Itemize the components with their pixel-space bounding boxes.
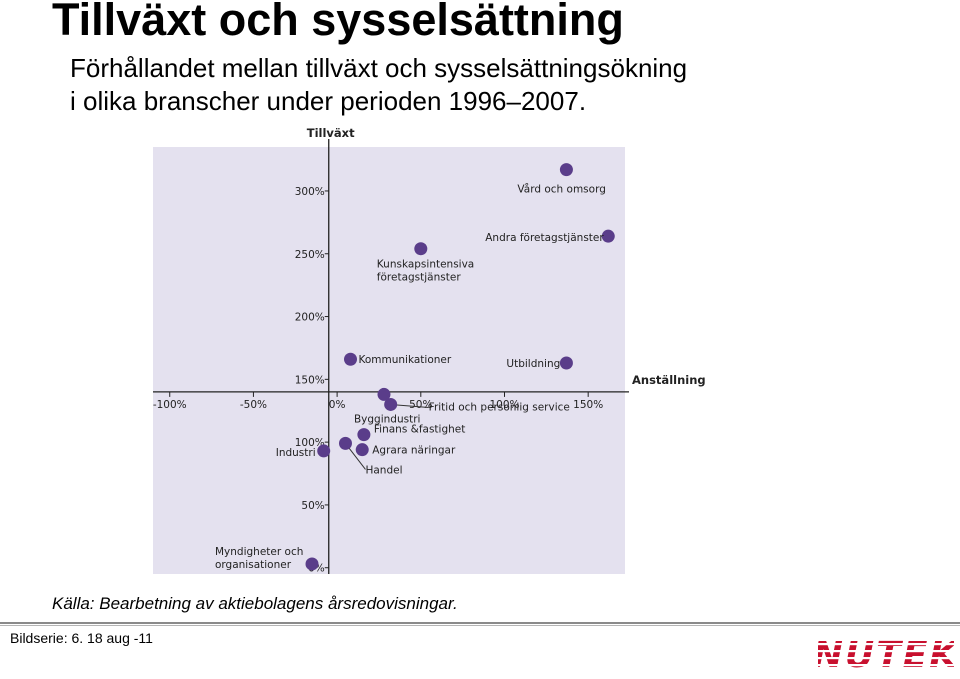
subtitle-line-2: i olika branscher under perioden 1996–20… [70,86,587,116]
y-tick-label: 200% [295,312,325,324]
logo-stripes [818,643,954,667]
data-point [601,229,615,243]
subtitle-line-1: Förhållandet mellan tillväxt och syssels… [70,53,688,83]
logo-wordmark: NUTEK [818,636,954,672]
data-point-label: Utbildning [506,358,560,370]
footer-divider [0,622,960,624]
data-point [357,428,371,442]
logo-stripe [818,664,954,667]
data-point [414,242,428,256]
nutek-logo: NUTEK [818,636,954,672]
x-tick-label: 100% [489,399,519,411]
data-point [305,557,319,571]
source-note: Källa: Bearbetning av aktiebolagens årsr… [52,594,458,613]
y-tick-label: 150% [295,374,325,386]
data-point [338,436,352,450]
data-point-label: Agrara näringar [372,445,456,457]
y-tick-label: 300% [295,186,325,198]
data-point-label: Handel [365,464,402,476]
data-point-label: Kommunikationer [359,354,452,366]
logo-stripe [818,657,954,660]
page-title: Tillväxt och sysselsättning [52,0,624,45]
data-point-label: Andra företagstjänster [485,232,604,244]
data-point-label: Fritid och personlig service [429,401,570,413]
data-point-label: Industri [276,447,316,459]
y-axis-label: Tillväxt [307,126,355,140]
x-tick-label: -100% [153,399,187,411]
footer-divider-thin [0,625,960,626]
footer-label: Bildserie: 6. 18 aug -11 [10,630,153,646]
page-subtitle: Förhållandet mellan tillväxt och syssels… [70,52,830,118]
data-point-label: Myndigheter och organisationer [215,546,303,571]
data-point-label: Kunskapsintensiva företagstjänster [377,259,474,284]
logo-stripe [818,643,954,646]
data-point [317,444,331,458]
data-point-label: Vård och omsorg [517,183,605,196]
y-tick-label: 50% [301,500,324,512]
data-point [384,397,398,411]
x-tick-label: 50% [409,399,432,411]
y-tick-label: 250% [295,249,325,261]
x-tick-label: 0% [329,399,346,411]
plot-background [153,147,625,574]
data-point [559,356,573,370]
x-tick-label: 150% [573,399,603,411]
data-point-label: Finans &fastighet [374,424,465,436]
y-tick-label: 100% [295,437,325,449]
data-point-label: Byggindustri [354,413,420,425]
data-point [344,352,358,366]
x-tick-label: -50% [240,399,267,411]
x-axis-label: Anställning [632,373,706,387]
data-point [377,387,391,401]
logo-stripe [818,650,954,653]
data-point [355,443,369,457]
data-point [559,163,573,177]
